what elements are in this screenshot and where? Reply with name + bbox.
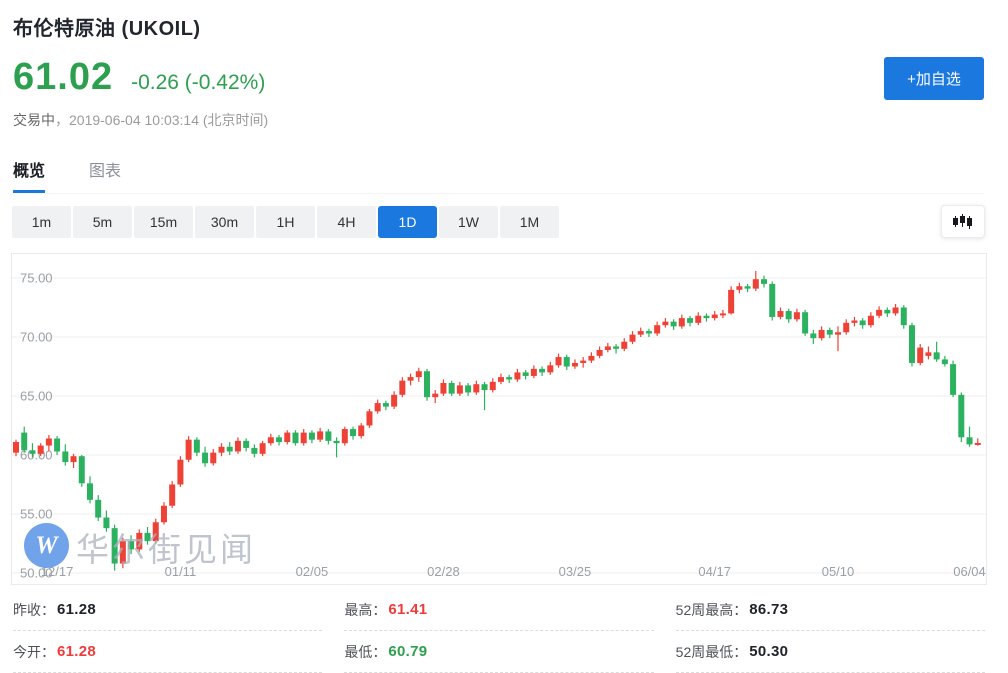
stat-value: 61.28 xyxy=(57,643,97,660)
y-axis-label: 50.00 xyxy=(20,566,53,581)
interval-button-1W[interactable]: 1W xyxy=(439,206,498,238)
quote-timestamp: 2019-06-04 10:03:14 xyxy=(69,112,199,128)
interval-button-30m[interactable]: 30m xyxy=(195,206,254,238)
price-row: 61.02 -0.26 (-0.42%) xyxy=(13,56,265,99)
stat-value: 61.28 xyxy=(57,601,97,618)
stat-label: 昨收： xyxy=(13,601,55,618)
stats-column: 52周最高： 86.73 52周最低： 50.30 xyxy=(675,589,985,673)
stat-label: 今开： xyxy=(13,643,55,660)
y-axis-label: 55.00 xyxy=(20,507,53,522)
interval-button-1H[interactable]: 1H xyxy=(256,206,315,238)
interval-button-1D[interactable]: 1D xyxy=(378,206,437,238)
stat-label: 52周最低： xyxy=(675,643,748,660)
stat-item: 最低： 60.79 xyxy=(344,631,654,673)
x-axis-label: 02/05 xyxy=(296,564,329,579)
interval-bar: 1m 5m 15m 30m 1H 4H 1D 1W 1M xyxy=(12,206,559,238)
stat-label: 最低： xyxy=(344,643,387,660)
market-status: 交易中 xyxy=(13,112,55,128)
y-axis-label: 75.00 xyxy=(20,271,53,286)
x-axis-label: 05/10 xyxy=(822,564,855,579)
stat-item: 52周最低： 50.30 xyxy=(675,631,985,673)
stats-column: 昨收： 61.28 今开： 61.28 xyxy=(13,589,323,673)
stats-column: 最高： 61.41 最低： 60.79 xyxy=(344,589,654,673)
last-price: 61.02 xyxy=(13,56,114,98)
interval-button-15m[interactable]: 15m xyxy=(134,206,193,238)
candlestick-chart[interactable]: 75.00 70.00 65.00 60.00 55.00 50.00 12/17 01/11… xyxy=(11,253,987,585)
watermark-logo: W xyxy=(24,523,69,568)
stat-item: 昨收： 61.28 xyxy=(13,589,323,631)
x-axis-label: 01/11 xyxy=(165,564,197,579)
tab-bar: 概览 图表 xyxy=(13,157,984,194)
y-axis-label: 60.00 xyxy=(20,448,53,463)
tab-overview[interactable]: 概览 xyxy=(13,157,46,193)
stat-value: 50.30 xyxy=(749,643,789,660)
y-axis-label: 65.00 xyxy=(20,389,53,404)
stat-label: 52周最高： xyxy=(675,601,748,618)
page-title: 布伦特原油 (UKOIL) xyxy=(13,18,201,40)
y-axis-label: 70.00 xyxy=(20,330,53,345)
stat-item: 52周最高： 86.73 xyxy=(675,589,985,631)
stats-grid: 昨收： 61.28 今开： 61.28 最高： 61.41 最低： 60.79 52周最高： 86… xyxy=(13,589,985,673)
stat-value: 61.41 xyxy=(388,601,428,618)
interval-button-1M[interactable]: 1M xyxy=(500,206,559,238)
watermark-text: 华尔街见闻 xyxy=(76,531,256,568)
x-axis-label: 02/28 xyxy=(427,564,460,579)
stat-value: 86.73 xyxy=(749,601,789,618)
stat-item: 今开： 61.28 xyxy=(13,631,323,673)
interval-button-5m[interactable]: 5m xyxy=(73,206,132,238)
market-status-row: 交易中，2019-06-04 10:03:14 (北京时间) xyxy=(13,110,268,130)
stat-value: 60.79 xyxy=(388,643,428,660)
tab-chart[interactable]: 图表 xyxy=(89,163,122,180)
x-axis-label: 04/17 xyxy=(698,564,731,579)
add-watchlist-button[interactable]: +加自选 xyxy=(884,57,984,100)
stat-item: 最高： 61.41 xyxy=(344,589,654,631)
interval-button-4H[interactable]: 4H xyxy=(317,206,376,238)
status-separator: ， xyxy=(55,112,69,128)
candlestick-icon xyxy=(952,213,974,230)
stat-label: 最高： xyxy=(344,601,387,618)
timezone-label: (北京时间) xyxy=(202,112,269,128)
chart-type-button[interactable] xyxy=(941,205,985,238)
interval-button-1m[interactable]: 1m xyxy=(12,206,71,238)
x-axis-label: 06/04 xyxy=(953,564,986,579)
x-axis-label: 03/25 xyxy=(559,564,592,579)
price-change: -0.26 (-0.42%) xyxy=(131,71,266,94)
